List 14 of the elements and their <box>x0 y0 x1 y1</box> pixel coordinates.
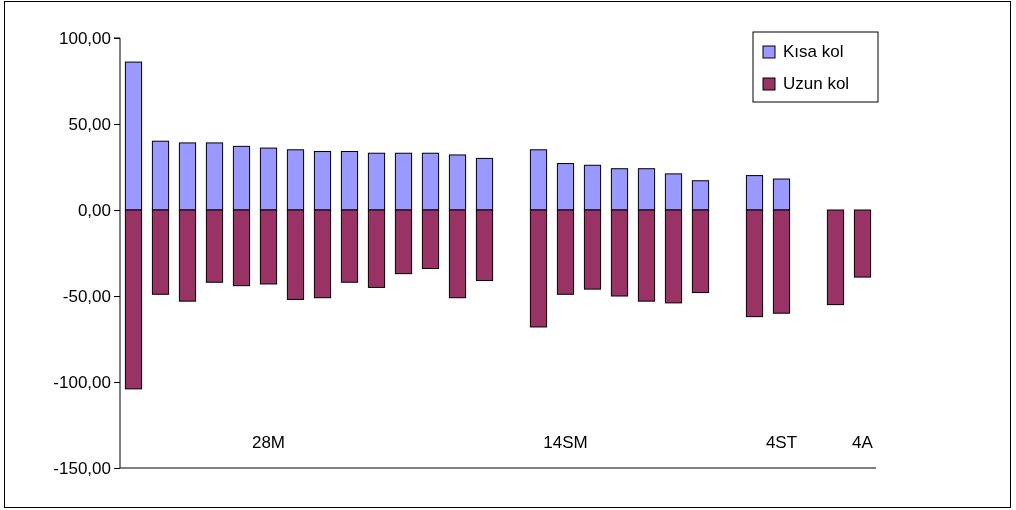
x-tick-label: 14SM <box>543 433 588 452</box>
y-tick-label: 0,00 <box>77 200 111 220</box>
x-tick-label: 4ST <box>765 433 798 452</box>
y-tick-label: 100,00 <box>59 28 111 48</box>
y-tick-label: -150,00 <box>53 458 111 478</box>
y-tick-label: -100,00 <box>53 372 111 392</box>
legend-label: Kısa kol <box>783 42 844 61</box>
x-tick-label: 4A <box>852 433 874 452</box>
bar <box>853 209 872 278</box>
y-tick-label: 50,00 <box>68 114 111 134</box>
x-tick-label: 28M <box>251 433 286 452</box>
y-tick-label: -50,00 <box>62 286 111 306</box>
legend-label: Uzun kol <box>783 74 850 93</box>
bar <box>826 209 845 306</box>
